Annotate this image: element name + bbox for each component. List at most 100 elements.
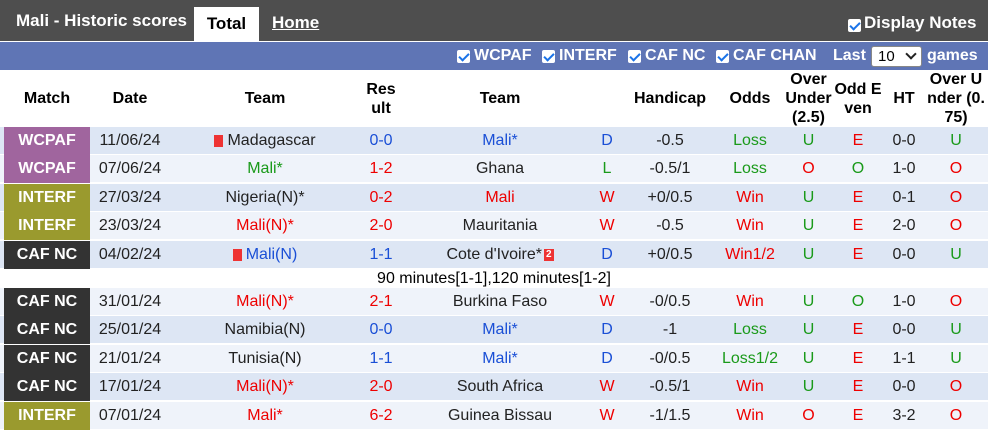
cell: E: [852, 321, 864, 339]
filter[interactable]: WCPAF: [457, 47, 531, 65]
cell: 04/02/24: [98, 245, 162, 263]
cell: 07/01/24: [98, 406, 162, 424]
cell: Tunisia(N): [228, 349, 302, 367]
filter-bar: [0, 42, 988, 70]
display-notes[interactable]: Display Notes: [864, 13, 977, 32]
match-badge: WCPAF: [4, 155, 90, 184]
cell: Win: [736, 406, 764, 424]
match-note: 90 minutes[1-1],120 minutes[1-2]: [0, 269, 988, 288]
red-card-icon: [214, 135, 224, 147]
filter-label: WCPAF: [474, 47, 532, 64]
match-badge: CAF NC: [4, 316, 90, 345]
cell: Mali(N)*: [236, 293, 294, 310]
tab-total[interactable]: Total: [194, 7, 259, 41]
cell: 1-1: [892, 349, 916, 367]
match-badge: INTERF: [4, 183, 90, 212]
table-row: [0, 155, 988, 184]
cell: -0.5/1: [649, 378, 691, 396]
table-row: [0, 316, 988, 345]
cell: Mali(N)*: [236, 217, 294, 235]
cell: Mali*: [482, 349, 518, 367]
cell: 1-0: [892, 160, 916, 178]
cell: 0-2: [369, 188, 393, 206]
cell: 3-2: [892, 406, 916, 424]
match-badge: WCPAF: [4, 127, 90, 155]
cell: E: [852, 188, 864, 206]
cell: U: [802, 132, 815, 149]
cell: 6-2: [369, 406, 393, 424]
table-row: [0, 401, 988, 430]
cell: 27/03/24: [98, 188, 162, 206]
checkbox[interactable]: [716, 49, 729, 63]
column-header: Match: [23, 90, 71, 107]
match-badge: INTERF: [4, 212, 90, 241]
last-select[interactable]: 10: [871, 46, 922, 67]
cell: Mali(N): [180, 241, 350, 269]
filter-label: INTERF: [559, 47, 617, 64]
cell: O: [949, 406, 963, 424]
games-label: games: [927, 47, 978, 64]
cell: 17/01/24: [98, 378, 162, 396]
filter-label: CAF CHAN: [733, 47, 817, 64]
cell: 2-0: [892, 217, 916, 235]
cell: U: [802, 378, 815, 396]
cell: 0-0: [892, 132, 916, 149]
cell: Mali: [485, 188, 515, 206]
cell: E: [852, 217, 864, 235]
column-header: Team: [479, 90, 521, 107]
checkbox[interactable]: [848, 19, 861, 33]
cell: -0.5: [656, 132, 684, 149]
cell: 0-0: [892, 321, 916, 339]
table-row: [0, 212, 988, 241]
cell: -1: [662, 321, 678, 339]
column-header: Handicap: [633, 90, 706, 107]
cell: 07/06/24: [98, 160, 162, 178]
cell: Mali*: [482, 321, 518, 339]
cell: U: [802, 188, 815, 206]
tab-home[interactable]: Home: [272, 13, 320, 32]
cell: W: [599, 293, 615, 310]
cell: Guinea Bissau: [447, 406, 553, 424]
cell: D: [601, 349, 613, 367]
cell: U: [802, 321, 815, 339]
cell: O: [949, 160, 963, 178]
cell: O: [802, 160, 815, 178]
cell: Loss: [733, 132, 767, 149]
cell: South Africa: [456, 378, 544, 396]
cell: W: [599, 406, 615, 424]
cell: 2-0: [369, 378, 393, 396]
cell: E: [852, 245, 864, 263]
cell: Win: [736, 217, 764, 235]
cell: -0/0.5: [649, 349, 691, 367]
filter[interactable]: INTERF: [542, 47, 617, 65]
cell: Win1/2: [725, 245, 775, 263]
checkbox[interactable]: [542, 49, 555, 63]
cell: 23/03/24: [98, 217, 162, 235]
filter[interactable]: CAF CHAN: [716, 47, 817, 65]
column-header: Odd Even: [834, 80, 882, 117]
filter[interactable]: CAF NC: [628, 47, 705, 65]
cell: E: [852, 378, 864, 396]
cell: L: [602, 160, 612, 178]
cell: 1-2: [369, 160, 393, 178]
cell: Cote d'Ivoire* 2: [446, 245, 554, 263]
cell: -0.5/1: [649, 160, 691, 178]
top-bar: [0, 0, 988, 41]
cell: +0/0.5: [647, 188, 693, 206]
cell: 1-1: [369, 349, 393, 367]
cell: E: [852, 132, 864, 149]
cell: Mali*: [247, 406, 283, 424]
red-card-count: 2: [543, 248, 554, 261]
cell: Win: [736, 188, 764, 206]
checkbox[interactable]: [628, 49, 641, 63]
table-row: [0, 183, 988, 212]
cell: 0-0: [892, 245, 916, 263]
match-badge: INTERF: [4, 401, 90, 430]
checkbox[interactable]: [457, 49, 470, 63]
cell: Mauritania: [462, 217, 538, 235]
cell: -1/1.5: [649, 406, 691, 424]
match-badge: CAF NC: [4, 240, 90, 269]
cell: Namibia(N): [224, 321, 306, 339]
cell: D: [601, 132, 613, 149]
cell: O: [949, 378, 963, 396]
